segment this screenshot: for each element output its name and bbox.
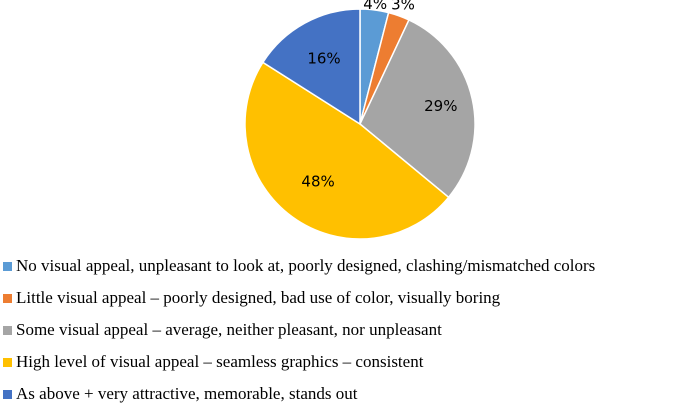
pie-slice-3	[244, 61, 450, 240]
legend-swatch	[3, 325, 12, 335]
legend: No visual appeal, unpleasant to look at,…	[0, 250, 685, 410]
legend-swatch	[3, 261, 12, 271]
legend-swatch	[3, 357, 12, 367]
legend-label: No visual appeal, unpleasant to look at,…	[16, 256, 596, 275]
legend-item-some-visual-appeal: Some visual appeal – average, neither pl…	[0, 314, 685, 346]
legend-item-little-visual-appeal: Little visual appeal – poorly designed, …	[0, 282, 685, 314]
legend-label: As above + very attractive, memorable, s…	[16, 384, 358, 403]
legend-swatch	[3, 293, 12, 303]
legend-item-no-visual-appeal: No visual appeal, unpleasant to look at,…	[0, 250, 685, 282]
slice-label-4: 16%	[307, 50, 340, 68]
slice-label-3: 48%	[301, 173, 334, 191]
legend-swatch	[3, 389, 12, 399]
pie-chart-svg: 4% 3% 29% 48% 16%	[244, 0, 476, 240]
legend-label: Little visual appeal – poorly designed, …	[16, 288, 501, 307]
slice-label-0: 4%	[363, 0, 387, 13]
legend-item-very-attractive: As above + very attractive, memorable, s…	[0, 378, 685, 410]
legend-item-high-visual-appeal: High level of visual appeal – seamless g…	[0, 346, 685, 378]
legend-label: Some visual appeal – average, neither pl…	[16, 320, 442, 339]
slice-label-2: 29%	[424, 97, 457, 115]
pie-slice-2	[359, 18, 476, 199]
slice-label-1: 3%	[391, 0, 415, 14]
pie-slice-4	[261, 8, 361, 126]
legend-label: High level of visual appeal – seamless g…	[16, 352, 424, 371]
